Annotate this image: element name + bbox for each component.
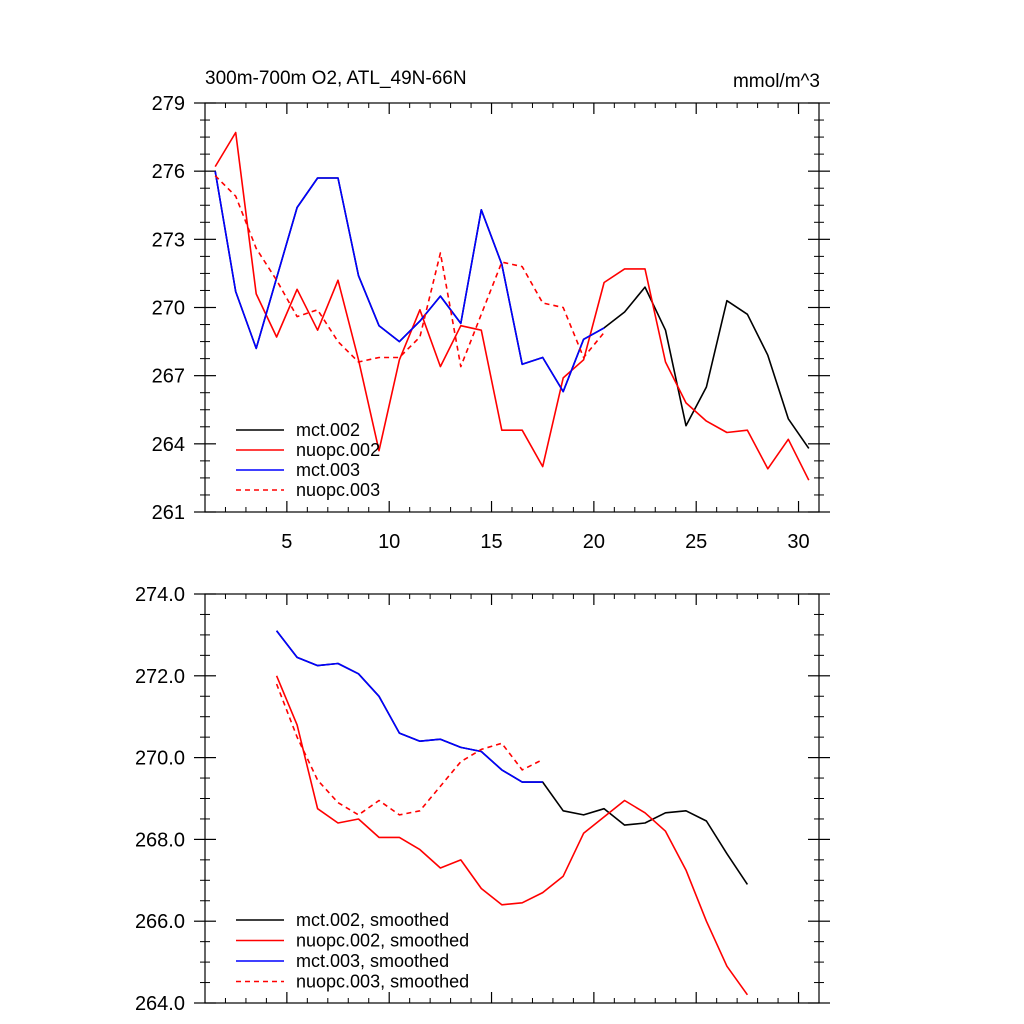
x-tick-label: 5 [281,531,292,553]
x-tick-label: 15 [480,531,502,553]
y-tick-label: 270 [152,298,185,320]
x-tick-label: 10 [378,531,400,553]
x-tick-label: 20 [583,531,605,553]
legend-label: nuopc.003 [296,480,380,500]
x-tick-label: 30 [787,531,809,553]
y-tick-label: 266.0 [135,911,185,933]
series-lines [214,131,810,481]
units-label: mmol/m^3 [733,71,820,92]
top-chart-panel: 300m-700m O2, ATL_49N-66N mmol/m^3 5 10 15… [152,68,830,553]
y-tick-label: 276 [152,161,185,183]
y-tick-label: 268.0 [135,829,185,851]
y-tick-label: 264 [152,434,185,456]
legend-label: mct.003, smoothed [296,951,449,971]
y-tick-label: 270.0 [135,748,185,770]
legend-label: nuopc.002, smoothed [296,931,469,951]
series-line-2 [214,171,605,393]
y-tick-label: 264.0 [135,993,185,1015]
series-lines [275,630,749,996]
bottom-chart-panel: 264.0 266.0 268.0 270.0 272.0 274.0 mct.002, … [135,584,830,1015]
y-tick-label: 267 [152,366,185,388]
legend-label: mct.002 [296,420,360,440]
y-tick-label: 261 [152,502,185,524]
chart-title: 300m-700m O2, ATL_49N-66N [205,68,467,89]
y-tick-label: 274.0 [135,584,185,606]
legend-label: mct.002, smoothed [296,910,449,930]
series-line-2 [275,630,543,783]
series-line-1 [275,675,749,996]
series-line-3 [275,683,544,816]
series-line-1 [214,131,810,481]
y-tick-label: 272.0 [135,666,185,688]
legend-label: nuopc.002 [296,440,380,460]
y-tick-label: 273 [152,229,185,251]
x-tick-label: 25 [685,531,707,553]
y-tick-label: 279 [152,93,185,115]
axis-ticks: 264.0 266.0 268.0 270.0 272.0 274.0 [135,584,830,1015]
series-line-0 [214,171,810,449]
axis-ticks: 5 10 15 20 25 30 261 264 267 270 273 276 279 [152,93,830,553]
series-line-3 [214,175,605,368]
legend-label: mct.003 [296,460,360,480]
legend-label: nuopc.003, smoothed [296,972,469,992]
